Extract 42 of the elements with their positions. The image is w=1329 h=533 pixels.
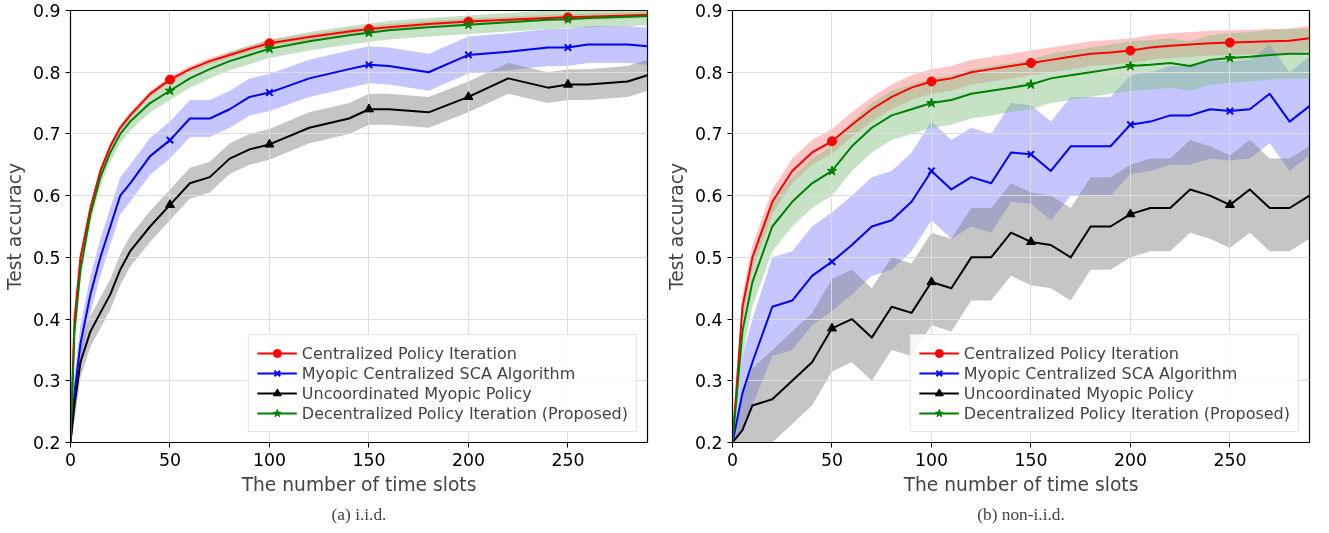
x-tick-label: 0 bbox=[726, 449, 739, 470]
x-tick-label: 100 bbox=[914, 449, 949, 470]
legend-label: Myopic Centralized SCA Algorithm bbox=[963, 363, 1238, 383]
y-tick-label: 0.7 bbox=[32, 124, 61, 145]
x-tick-label: 200 bbox=[1113, 449, 1147, 470]
y-tick-label: 0.3 bbox=[32, 371, 61, 392]
legend-label: Myopic Centralized SCA Algorithm bbox=[301, 363, 576, 383]
y-tick-label: 0.5 bbox=[32, 247, 61, 268]
legend-label: Centralized Policy Iteration bbox=[301, 343, 517, 363]
y-tick-label: 0.7 bbox=[694, 124, 723, 145]
legend-label: Decentralized Policy Iteration (Proposed) bbox=[301, 403, 628, 423]
x-tick-label: 150 bbox=[352, 449, 386, 470]
y-tick-label: 0.2 bbox=[32, 433, 61, 453]
y-tick-label: 0.4 bbox=[694, 309, 723, 330]
y-tick-label: 0.2 bbox=[694, 433, 723, 453]
x-axis-title: The number of time slots bbox=[240, 473, 477, 495]
y-axis-title: Test accuracy bbox=[3, 163, 25, 291]
y-tick-label: 0.9 bbox=[32, 1, 61, 21]
y-tick-label: 0.9 bbox=[694, 1, 723, 21]
legend-label: Uncoordinated Myopic Policy bbox=[963, 383, 1194, 403]
y-tick-label: 0.6 bbox=[694, 186, 723, 207]
x-tick-label: 150 bbox=[1014, 449, 1048, 470]
x-tick-label: 50 bbox=[820, 449, 844, 470]
y-tick-label: 0.8 bbox=[694, 62, 723, 83]
x-axis-title: The number of time slots bbox=[902, 473, 1139, 495]
x-tick-label: 250 bbox=[551, 449, 585, 470]
x-tick-label: 50 bbox=[158, 449, 182, 470]
legend-label: Uncoordinated Myopic Policy bbox=[301, 383, 532, 403]
legend-label: Decentralized Policy Iteration (Proposed) bbox=[963, 403, 1290, 423]
x-tick-label: 100 bbox=[252, 449, 287, 470]
y-tick-label: 0.3 bbox=[694, 371, 723, 392]
text: (a) i.i.d. bbox=[331, 504, 387, 524]
y-tick-label: 0.6 bbox=[32, 186, 61, 207]
y-tick-label: 0.5 bbox=[694, 247, 723, 268]
legend-label: Centralized Policy Iteration bbox=[963, 343, 1179, 363]
y-axis-title: Test accuracy bbox=[665, 163, 687, 291]
y-tick-label: 0.4 bbox=[32, 309, 61, 330]
x-tick-label: 200 bbox=[451, 449, 485, 470]
y-tick-label: 0.8 bbox=[32, 62, 61, 83]
text: (b) non-i.i.d. bbox=[977, 504, 1065, 524]
x-tick-label: 250 bbox=[1213, 449, 1247, 470]
x-tick-label: 0 bbox=[64, 449, 77, 470]
